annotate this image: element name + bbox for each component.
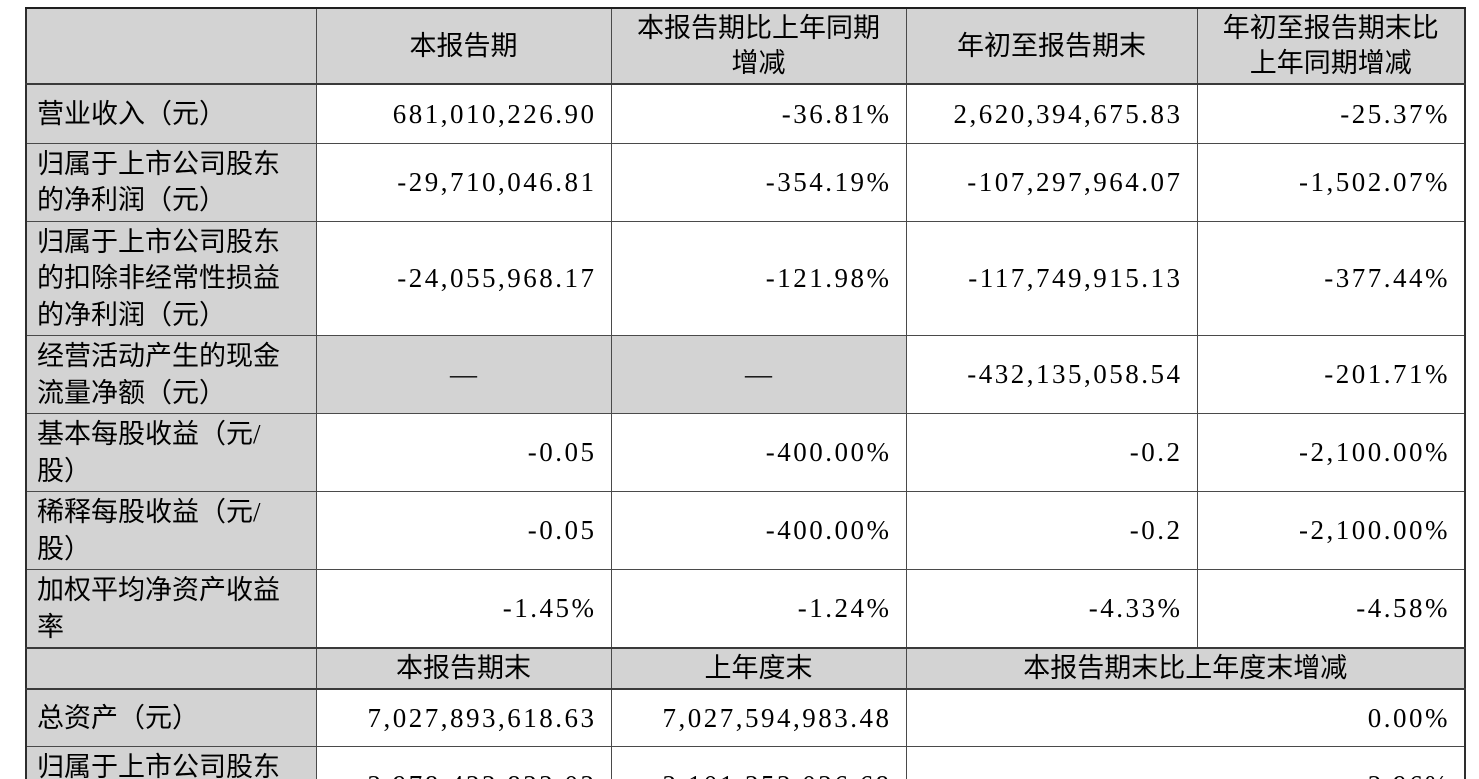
- value-cell: -377.44%: [1196, 220, 1466, 336]
- subheader-change-vs-prior-year-end: 本报告期末比上年度末增减: [905, 647, 1466, 690]
- table-row: 营业收入（元） 681,010,226.90 -36.81% 2,620,394…: [25, 83, 1466, 144]
- metric-label-cell: 基本每股收益（元/股）: [25, 413, 317, 492]
- table-row: 经营活动产生的现金流量净额（元） — — -432,135,058.54 -20…: [25, 335, 1466, 414]
- value-cell: -0.05: [315, 413, 612, 492]
- table-row: 归属于上市公司股东的所有者权益（元） 2,978,433,832.03 3,10…: [25, 745, 1466, 779]
- value-cell: -432,135,058.54: [905, 335, 1198, 414]
- value-cell: -4.58%: [1196, 569, 1466, 649]
- metric-label-cell: 归属于上市公司股东的净利润（元）: [25, 142, 317, 222]
- metric-label-cell: 稀释每股收益（元/股）: [25, 491, 317, 570]
- value-cell: -201.71%: [1196, 335, 1466, 414]
- value-cell: 2,620,394,675.83: [905, 83, 1198, 144]
- metric-label-cell: 总资产（元）: [25, 688, 317, 747]
- value-cell: 681,010,226.90: [315, 83, 612, 144]
- value-cell: -36.81%: [610, 83, 907, 144]
- table-row: 总资产（元） 7,027,893,618.63 7,027,594,983.48…: [25, 688, 1466, 747]
- value-cell: 2,978,433,832.03: [315, 745, 612, 779]
- subheader-empty-cell: [25, 647, 317, 690]
- subheader-period-end: 本报告期末: [315, 647, 612, 690]
- value-cell: -4.33%: [905, 569, 1198, 649]
- value-cell: -2,100.00%: [1196, 491, 1466, 570]
- empty-dash-cell: —: [315, 335, 612, 414]
- table-row: 加权平均净资产收益率 -1.45% -1.24% -4.33% -4.58%: [25, 569, 1466, 649]
- value-cell: -400.00%: [610, 413, 907, 492]
- table-row: 归属于上市公司股东的净利润（元） -29,710,046.81 -354.19%…: [25, 142, 1466, 222]
- corner-header-cell: [25, 7, 317, 85]
- metric-label-cell: 营业收入（元）: [25, 83, 317, 144]
- value-cell: -121.98%: [610, 220, 907, 336]
- value-cell: -24,055,968.17: [315, 220, 612, 336]
- column-header-current-period: 本报告期: [315, 7, 612, 85]
- metric-label-cell: 加权平均净资产收益率: [25, 569, 317, 649]
- column-header-yoy-change: 本报告期比上年同期增减: [610, 7, 907, 85]
- value-cell: -1.45%: [315, 569, 612, 649]
- value-cell: -29,710,046.81: [315, 142, 612, 222]
- value-cell: 3,101,353,036.68: [610, 745, 907, 779]
- column-header-ytd-yoy-change: 年初至报告期末比上年同期增减: [1196, 7, 1466, 85]
- table-row: 稀释每股收益（元/股） -0.05 -400.00% -0.2 -2,100.0…: [25, 491, 1466, 570]
- value-cell: 7,027,893,618.63: [315, 688, 612, 747]
- value-cell: -0.2: [905, 413, 1198, 492]
- table-subheader-row: 本报告期末 上年度末 本报告期末比上年度末增减: [25, 647, 1466, 690]
- value-cell: -25.37%: [1196, 83, 1466, 144]
- value-cell: -0.2: [905, 491, 1198, 570]
- value-cell-merged: 0.00%: [905, 688, 1466, 747]
- metric-label-cell: 归属于上市公司股东的所有者权益（元）: [25, 745, 317, 779]
- table-row: 归属于上市公司股东的扣除非经常性损益的净利润（元） -24,055,968.17…: [25, 220, 1466, 336]
- value-cell: -117,749,915.13: [905, 220, 1198, 336]
- value-cell: -1,502.07%: [1196, 142, 1466, 222]
- empty-dash-cell: —: [610, 335, 907, 414]
- subheader-prior-year-end: 上年度末: [610, 647, 907, 690]
- value-cell: 7,027,594,983.48: [610, 688, 907, 747]
- column-header-ytd: 年初至报告期末: [905, 7, 1198, 85]
- value-cell: -1.24%: [610, 569, 907, 649]
- value-cell: -0.05: [315, 491, 612, 570]
- value-cell: -107,297,964.07: [905, 142, 1198, 222]
- value-cell: -354.19%: [610, 142, 907, 222]
- table-row: 基本每股收益（元/股） -0.05 -400.00% -0.2 -2,100.0…: [25, 413, 1466, 492]
- value-cell-merged: -3.96%: [905, 745, 1466, 779]
- table-header-row: 本报告期 本报告期比上年同期增减 年初至报告期末 年初至报告期末比上年同期增减: [25, 7, 1466, 85]
- value-cell: -400.00%: [610, 491, 907, 570]
- metric-label-cell: 经营活动产生的现金流量净额（元）: [25, 335, 317, 414]
- value-cell: -2,100.00%: [1196, 413, 1466, 492]
- metric-label-cell: 归属于上市公司股东的扣除非经常性损益的净利润（元）: [25, 220, 317, 336]
- financial-summary-table: 本报告期 本报告期比上年同期增减 年初至报告期末 年初至报告期末比上年同期增减 …: [25, 7, 1466, 779]
